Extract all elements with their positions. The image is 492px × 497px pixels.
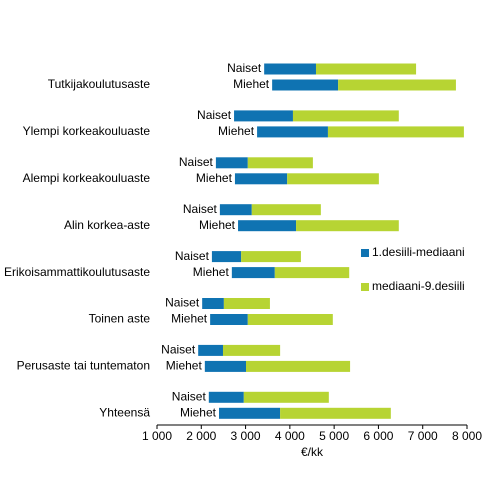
bar-segment [280, 407, 391, 419]
bar-segment [274, 267, 350, 279]
x-tick-label: 3 000 [231, 429, 261, 443]
bar-label: Miehet [196, 171, 233, 185]
legend-swatch [361, 283, 369, 291]
x-tick-label: 6 000 [363, 429, 393, 443]
x-tick-label: 7 000 [408, 429, 438, 443]
bar-segment [241, 251, 301, 263]
category-label: Tutkijakoulutusaste [48, 77, 151, 91]
x-tick-label: 1 000 [142, 429, 172, 443]
x-tick-label: 8 000 [452, 429, 482, 443]
bar-segment [198, 344, 223, 356]
x-tick-label: 2 000 [186, 429, 216, 443]
bar-label: Miehet [166, 359, 203, 373]
bar-label: Naiset [161, 343, 196, 357]
bar-segment [222, 344, 281, 356]
bar-segment [219, 407, 281, 419]
bar-segment [292, 110, 399, 122]
bar-label: Naiset [183, 202, 218, 216]
x-tick-label: 5 000 [319, 429, 349, 443]
bar-segment [287, 173, 379, 185]
bar-segment [247, 314, 333, 325]
bar-label: Naiset [172, 389, 207, 403]
bar-segment [210, 314, 248, 325]
bar-label: Naiset [197, 108, 232, 122]
bar-segment [243, 391, 329, 403]
legend-swatch [361, 249, 369, 257]
x-tick-label: 4 000 [275, 429, 305, 443]
bar-segment [246, 360, 351, 372]
bar-segment [264, 63, 316, 75]
bar-label: Miehet [180, 405, 217, 419]
category-label: Erikoisammattikoulutusaste [4, 265, 150, 279]
bar-segment [234, 110, 293, 122]
category-label: Yhteensä [99, 405, 150, 419]
bar-segment [208, 391, 244, 403]
category-label: Ylempi korkeakouluaste [23, 124, 151, 138]
x-axis-label: €/kk [301, 445, 324, 459]
bar-segment [272, 79, 339, 91]
bar-label: Naiset [227, 61, 262, 75]
bar-segment [257, 126, 328, 138]
legend-label: 1.desiili-mediaani [372, 245, 465, 259]
bar-segment [211, 251, 242, 263]
bar-segment [202, 298, 224, 309]
bar-label: Miehet [218, 124, 255, 138]
bar-label: Miehet [171, 312, 208, 326]
category-label: Alin korkea-aste [64, 218, 150, 232]
bar-label: Miehet [233, 77, 270, 91]
bar-segment [338, 79, 456, 91]
bar-label: Miehet [193, 265, 230, 279]
bar-label: Naiset [165, 296, 200, 310]
bar-label: Naiset [175, 249, 210, 263]
category-label: Toinen aste [89, 312, 151, 326]
bar-label: Naiset [179, 155, 214, 169]
bar-segment [215, 157, 248, 169]
category-label: Alempi korkeakouluaste [23, 171, 151, 185]
bar-segment [238, 220, 297, 232]
bar-segment [327, 126, 464, 138]
bar-segment [204, 360, 247, 372]
legend-label: mediaani-9.desiili [372, 279, 465, 293]
bar-segment [231, 267, 275, 279]
category-label: Perusaste tai tuntematon [17, 359, 150, 373]
bar-segment [251, 204, 321, 216]
bar-label: Miehet [199, 218, 236, 232]
bar-segment [223, 298, 270, 309]
bar-segment [315, 63, 417, 75]
bar-segment [247, 157, 313, 169]
bar-segment [219, 204, 252, 216]
bar-segment [234, 173, 288, 185]
bar-segment [296, 220, 399, 232]
